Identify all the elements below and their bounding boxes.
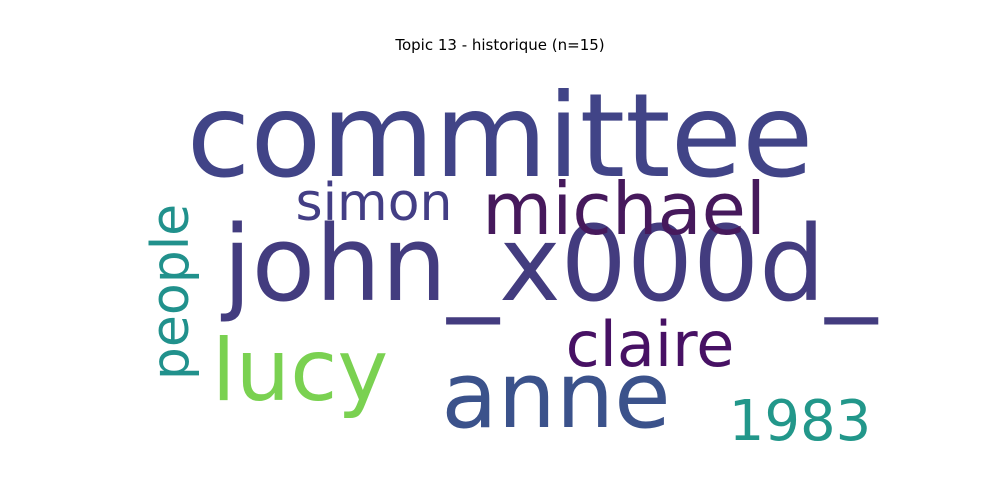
figure-title: Topic 13 - historique (n=15) [395,36,605,54]
word-claire: claire [566,308,735,381]
word-simon: simon [296,173,453,233]
word-lucy: lucy [212,321,389,421]
word-1983: 1983 [729,389,872,454]
word-people: people [141,204,201,380]
word-john-x000d: john_x000d_ [221,203,879,325]
word-anne: anne [441,342,671,449]
word-committee: committee [187,69,814,204]
word-michael: michael [482,167,766,251]
